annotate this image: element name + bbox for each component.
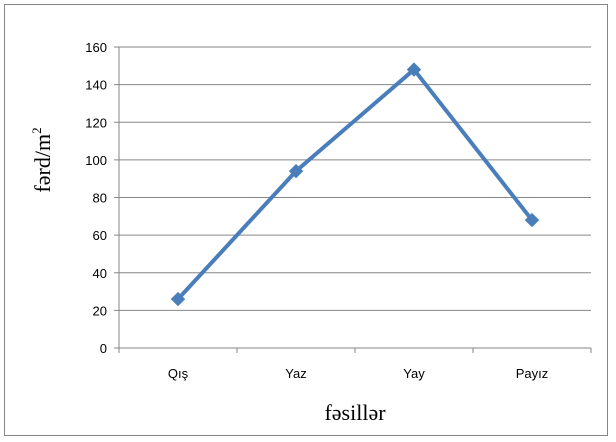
data-point [170, 291, 186, 307]
data-point [524, 212, 540, 228]
data-point [406, 62, 422, 77]
y-axis-title: fərd/m2 [29, 127, 55, 192]
x-tick-label: Qış [168, 366, 189, 381]
x-tick-label: Yaz [285, 366, 306, 381]
y-tick-label: 100 [85, 153, 107, 168]
x-tick-labels: Qış Yaz Yay Payız [168, 366, 548, 381]
y-tick-label: 40 [93, 266, 107, 281]
data-point [288, 163, 304, 179]
y-axis-title-superscript: 2 [29, 127, 44, 134]
series-line [176, 67, 534, 302]
y-tick-label: 20 [93, 303, 107, 318]
x-axis-title: fəsillər [324, 400, 386, 425]
y-tick-label: 80 [93, 191, 107, 206]
y-tick-label: 60 [93, 228, 107, 243]
series-group [170, 62, 540, 307]
x-tick-label: Payız [516, 366, 549, 381]
y-tick-label: 160 [85, 40, 107, 55]
y-tick-labels: 0 20 40 60 80 100 120 140 160 [85, 40, 107, 356]
x-tick-label: Yay [403, 366, 425, 381]
y-tick-label: 0 [100, 341, 107, 356]
y-tick-label: 140 [85, 78, 107, 93]
gridlines [119, 46, 591, 311]
y-tick-label: 120 [85, 115, 107, 130]
chart-frame [4, 4, 608, 436]
axes [114, 46, 592, 353]
